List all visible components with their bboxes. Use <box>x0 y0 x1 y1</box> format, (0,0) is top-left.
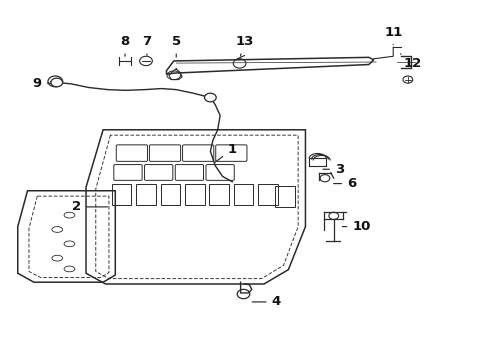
Text: 8: 8 <box>120 35 129 56</box>
Bar <box>275 186 294 207</box>
Circle shape <box>204 93 216 102</box>
Text: 7: 7 <box>142 35 151 55</box>
Text: 12: 12 <box>400 54 421 70</box>
Text: 5: 5 <box>171 35 181 57</box>
Bar <box>136 184 156 205</box>
Bar <box>160 184 180 205</box>
Bar <box>184 184 204 205</box>
Text: 3: 3 <box>322 163 344 176</box>
Text: 4: 4 <box>252 296 280 309</box>
Text: 1: 1 <box>215 143 236 162</box>
Bar <box>233 184 253 205</box>
Bar <box>209 184 228 205</box>
Text: 10: 10 <box>342 220 370 233</box>
Bar <box>258 184 277 205</box>
Text: 9: 9 <box>33 77 50 90</box>
Text: 2: 2 <box>72 201 107 213</box>
Circle shape <box>51 78 62 87</box>
Text: 6: 6 <box>333 177 356 190</box>
Text: 11: 11 <box>383 26 402 45</box>
Circle shape <box>48 76 62 87</box>
Text: 13: 13 <box>235 35 253 56</box>
Bar <box>112 184 131 205</box>
